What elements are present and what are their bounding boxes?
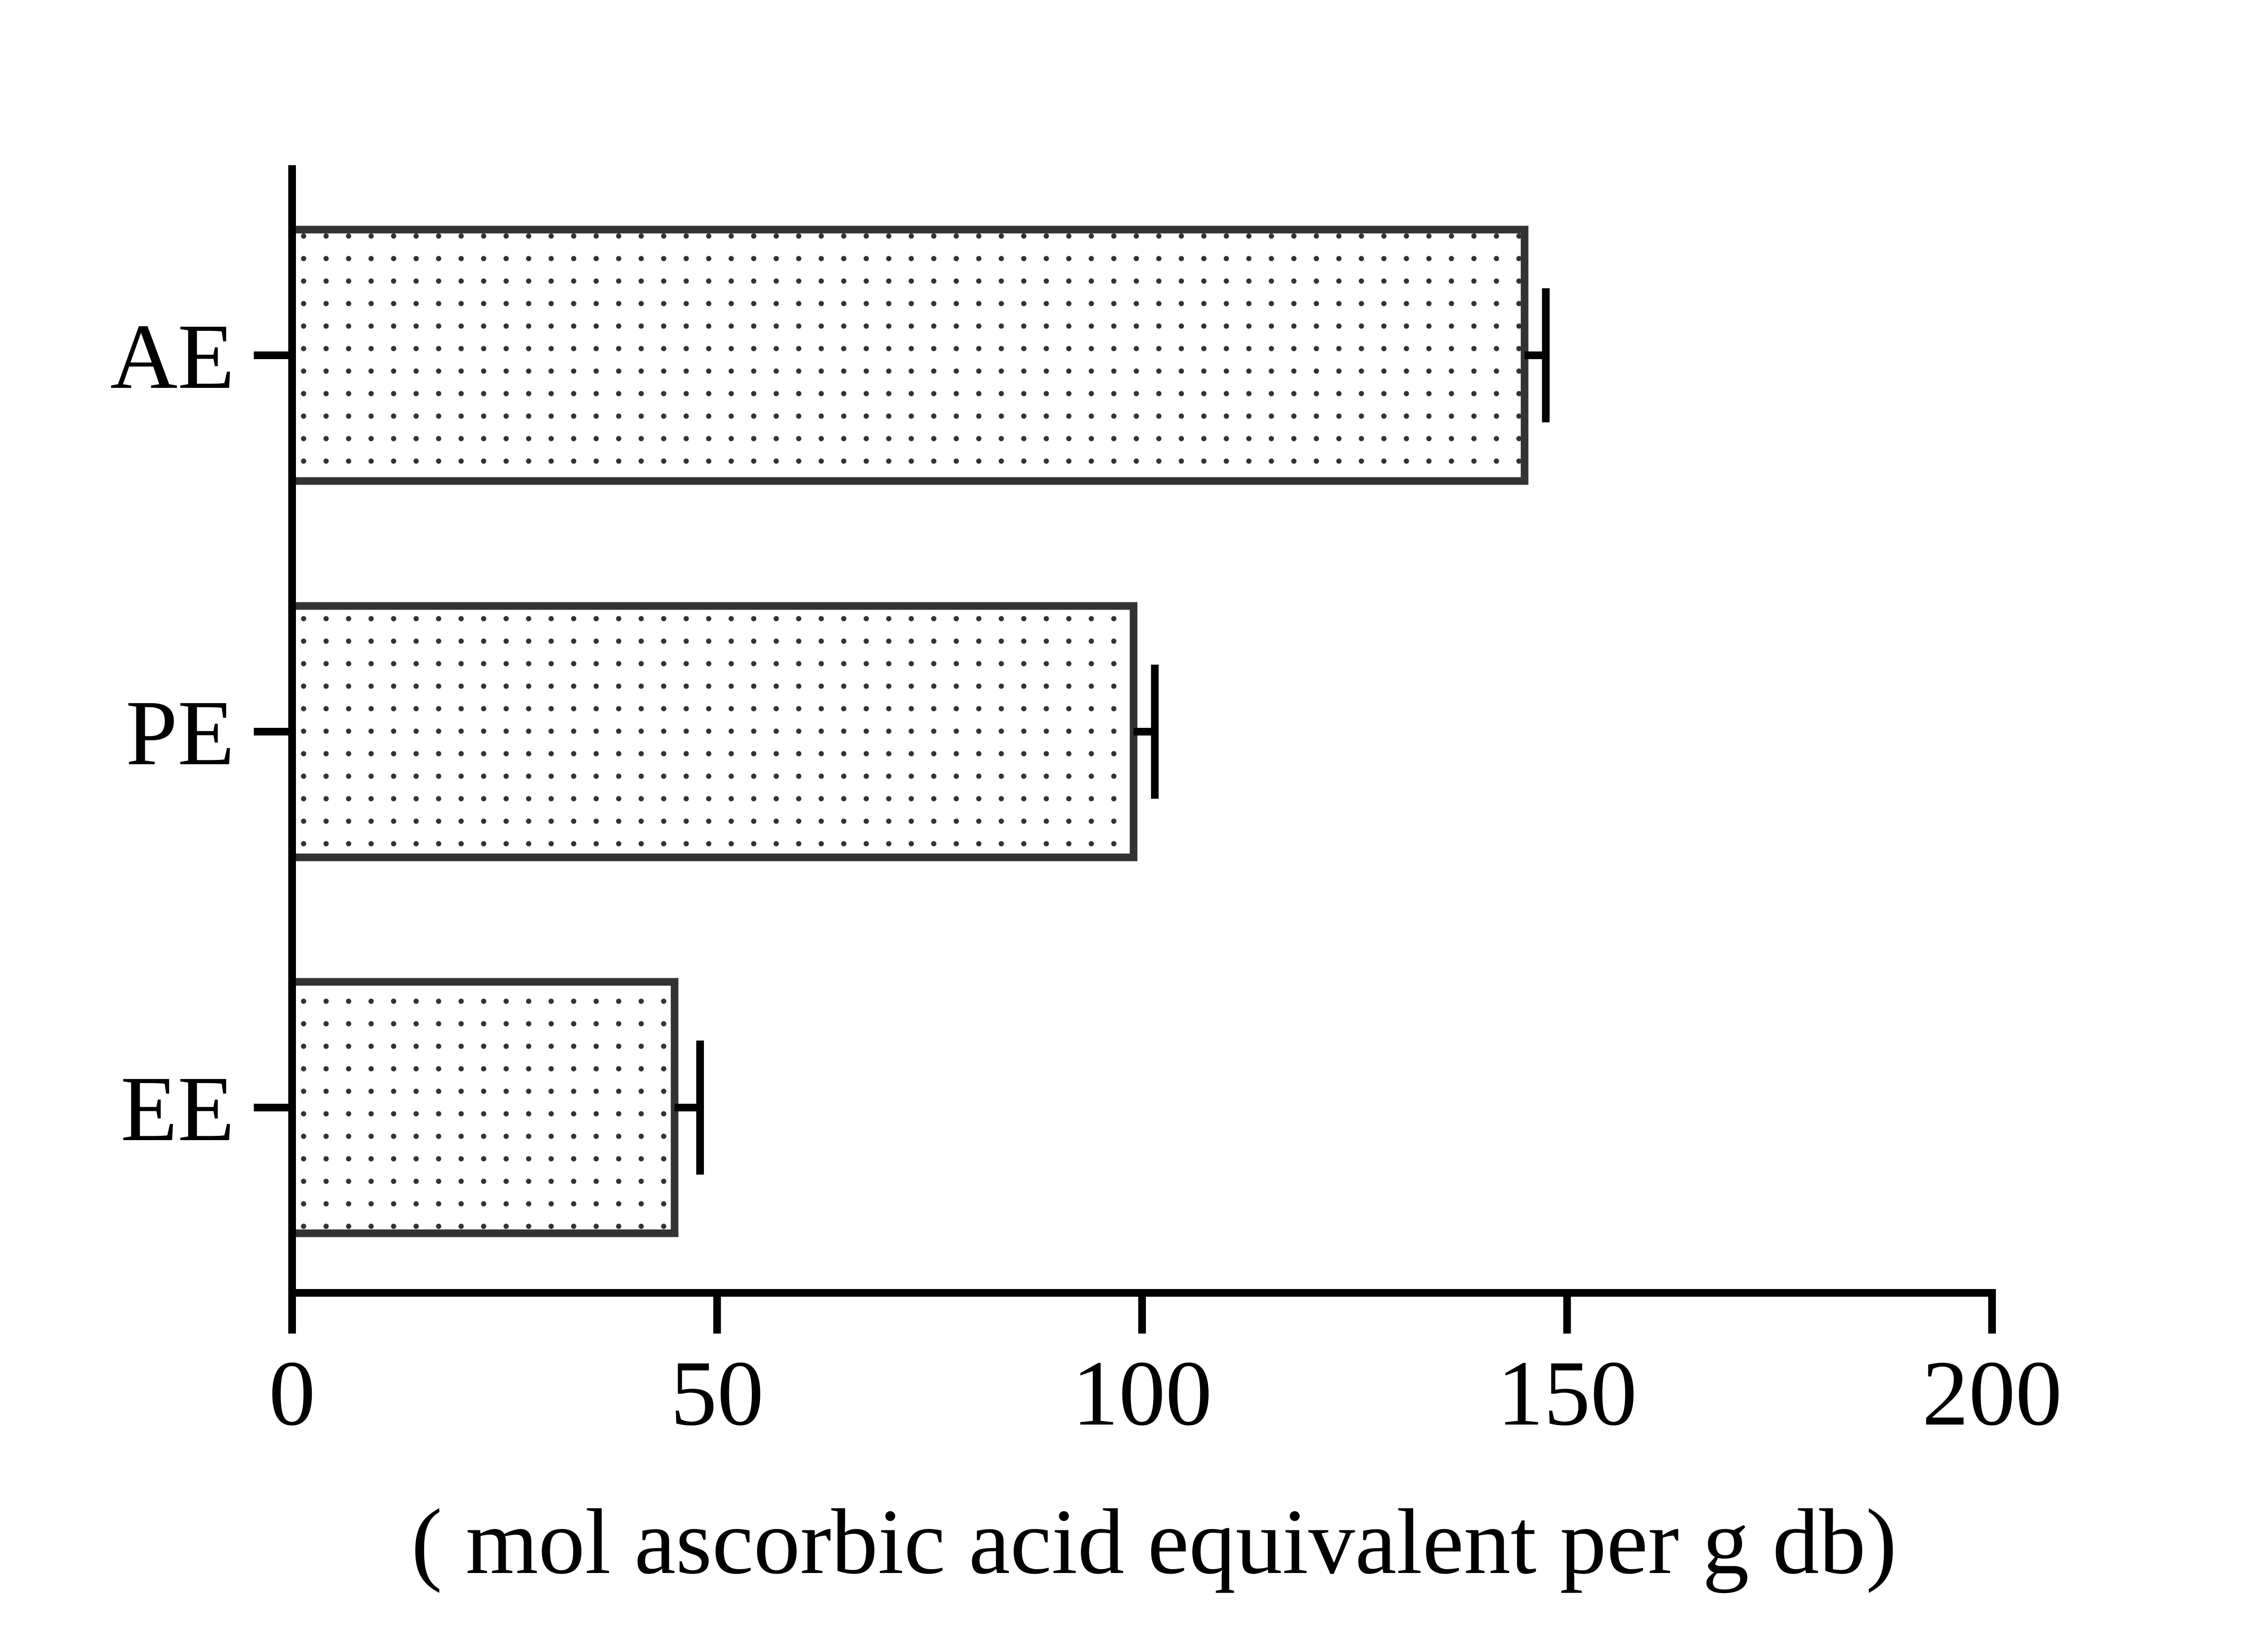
x-tick-label-0: 0 xyxy=(269,1342,316,1445)
y-ticks-group: AE PE EE xyxy=(110,305,292,1161)
x-tick-label-100: 100 xyxy=(1072,1342,1212,1445)
error-bars-group xyxy=(674,288,1550,1175)
y-tick-label-ee: EE xyxy=(121,1057,235,1161)
bars-group xyxy=(288,226,1529,1237)
x-ticks-group: 0 50 100 150 200 xyxy=(269,1293,2062,1445)
bar-ee xyxy=(288,978,679,1237)
x-axis-title: ( mol ascorbic acid equivalent per g db) xyxy=(411,1490,1897,1594)
y-tick-label-pe: PE xyxy=(125,681,235,785)
x-tick-label-50: 50 xyxy=(670,1342,764,1445)
x-tick-label-200: 200 xyxy=(1922,1342,2062,1445)
bar-ae xyxy=(288,226,1529,485)
x-tick-label-150: 150 xyxy=(1497,1342,1637,1445)
y-tick-label-ae: AE xyxy=(110,305,235,408)
bar-pe xyxy=(288,602,1138,861)
